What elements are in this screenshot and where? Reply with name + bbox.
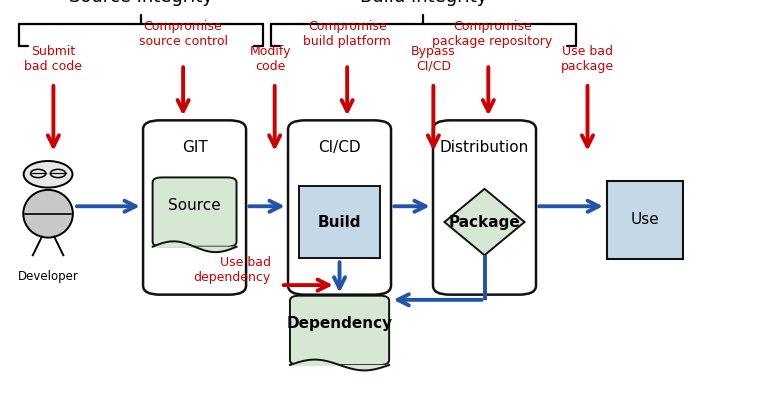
- Bar: [299, 186, 379, 258]
- Text: Use: Use: [630, 212, 659, 227]
- Circle shape: [24, 161, 72, 188]
- FancyBboxPatch shape: [288, 120, 391, 295]
- FancyBboxPatch shape: [143, 120, 246, 295]
- Text: Modify
code: Modify code: [250, 45, 291, 73]
- Bar: [607, 181, 683, 259]
- Ellipse shape: [24, 190, 73, 237]
- Text: CI/CD: CI/CD: [318, 140, 361, 155]
- Text: Compromise
source control: Compromise source control: [139, 20, 227, 48]
- Text: Distribution: Distribution: [440, 140, 529, 155]
- Text: Use bad
dependency: Use bad dependency: [194, 256, 271, 284]
- Text: Dependency: Dependency: [286, 316, 393, 331]
- Polygon shape: [444, 189, 525, 255]
- Text: Build Integrity: Build Integrity: [360, 0, 487, 6]
- Text: Source Integrity: Source Integrity: [69, 0, 213, 6]
- Text: Compromise
package repository: Compromise package repository: [432, 20, 552, 48]
- Text: Package: Package: [449, 215, 520, 229]
- Text: GIT: GIT: [182, 140, 208, 155]
- Text: Submit
bad code: Submit bad code: [24, 45, 82, 73]
- FancyBboxPatch shape: [153, 178, 237, 247]
- Text: Developer: Developer: [18, 270, 79, 283]
- Text: Use bad
package: Use bad package: [561, 45, 614, 73]
- Text: Bypass
CI/CD: Bypass CI/CD: [411, 45, 456, 73]
- FancyBboxPatch shape: [290, 295, 389, 365]
- FancyBboxPatch shape: [433, 120, 536, 295]
- Text: Compromise
build platform: Compromise build platform: [303, 20, 391, 48]
- Text: Build: Build: [317, 215, 362, 229]
- Text: Source: Source: [168, 198, 221, 213]
